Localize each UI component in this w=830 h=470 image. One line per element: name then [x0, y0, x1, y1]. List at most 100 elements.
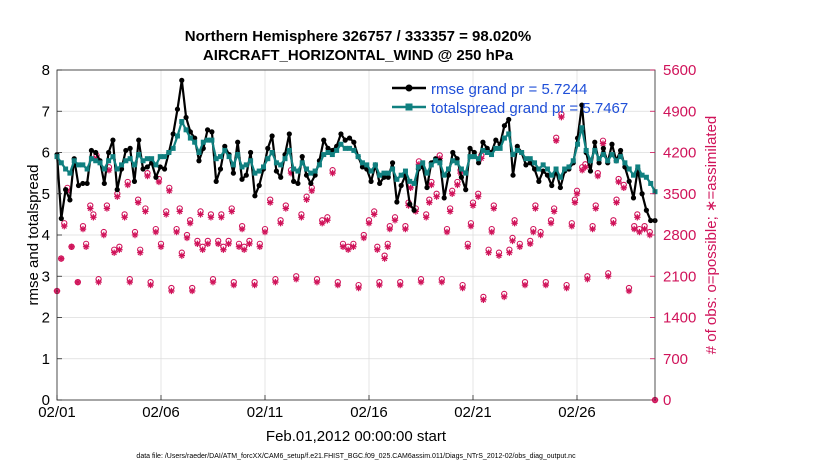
- obs-assimilated-marker: [530, 228, 537, 236]
- spread-series-point: [493, 145, 499, 151]
- obs-assimilated-marker: [90, 214, 97, 221]
- rmse-series-point: [342, 137, 348, 143]
- y-right-tick-label: 700: [663, 351, 688, 368]
- spread-series-point: [174, 133, 180, 139]
- rmse-series-point: [67, 197, 73, 203]
- obs-assimilated-marker: [527, 240, 534, 248]
- rmse-series-point: [381, 174, 387, 180]
- obs-assimilated-marker: [235, 243, 243, 250]
- legend: rmse grand pr = 5.7244 totalspread grand…: [392, 81, 628, 117]
- rmse-series-point: [411, 207, 417, 213]
- spread-series-point: [420, 160, 426, 166]
- spread-series-point: [398, 172, 404, 178]
- spread-series-point: [342, 145, 348, 151]
- spread-series-point: [144, 156, 150, 162]
- spread-series-point: [295, 168, 301, 174]
- spread-series-point: [235, 152, 241, 158]
- rmse-series-point: [131, 178, 138, 184]
- obs-assimilated-marker: [68, 243, 75, 250]
- legend-label-spread: totalspread grand pr = 5.7467: [431, 100, 628, 117]
- rmse-series-point: [346, 135, 353, 141]
- rmse-series-point: [450, 149, 456, 156]
- rmse-series-point: [510, 172, 516, 178]
- rmse-series-point: [476, 160, 482, 166]
- obs-assimilated-marker: [542, 281, 549, 289]
- spread-series-point: [282, 156, 288, 162]
- spread-series-point: [179, 119, 185, 125]
- rmse-series-point: [385, 174, 391, 180]
- rmse-series-point: [609, 141, 615, 147]
- spread-series-point: [71, 158, 77, 164]
- obs-assimilated-marker: [605, 273, 612, 280]
- rmse-series-point: [544, 172, 551, 178]
- rmse-series-point: [144, 164, 150, 170]
- y-right-tick-label: 1400: [663, 310, 696, 327]
- obs-assimilated-marker: [345, 246, 352, 253]
- y-right-tick-label: 3500: [663, 186, 696, 203]
- spread-series-point: [484, 150, 490, 155]
- obs-assimilated-marker: [261, 228, 269, 236]
- obs-assimilated-marker: [339, 243, 347, 250]
- spread-series-point: [402, 168, 408, 174]
- spread-series-point: [278, 162, 284, 168]
- obs-assimilated-marker: [516, 243, 523, 250]
- rmse-series-point: [303, 172, 310, 178]
- spread-series-point: [80, 162, 86, 168]
- obs-assimilated-marker: [381, 255, 388, 262]
- rmse-series-point: [93, 149, 99, 156]
- obs-assimilated-marker: [446, 208, 454, 215]
- rmse-series-point: [114, 187, 120, 193]
- y-left-tick-label: 3: [42, 268, 50, 285]
- spread-series-point: [394, 176, 400, 182]
- spread-series-point: [114, 166, 120, 172]
- x-tick-label: 02/06: [142, 404, 180, 421]
- obs-assimilated-marker: [537, 231, 544, 239]
- spread-series-point: [527, 156, 533, 162]
- obs-assimilated-marker: [634, 214, 641, 221]
- rmse-series-point: [394, 199, 400, 205]
- spread-series-point: [162, 154, 168, 160]
- legend-item-rmse: rmse grand pr = 5.7244: [392, 81, 587, 98]
- obs-assimilated-marker: [116, 246, 123, 253]
- y-axis-right-ticks: 0 700 1400 2100 2800 3500 4200 4900 5600: [650, 62, 696, 409]
- spread-series-point: [613, 158, 619, 164]
- spread-series-point: [226, 154, 232, 160]
- spread-series-point: [372, 162, 378, 168]
- spread-series-point: [514, 147, 520, 153]
- spread-series-point: [458, 166, 464, 172]
- obs-assimilated-marker: [189, 287, 196, 295]
- obs-assimilated-marker: [384, 243, 391, 250]
- spread-series-point: [325, 150, 331, 155]
- spread-series-point: [84, 166, 90, 172]
- spread-series-point: [377, 172, 383, 178]
- rmse-series-point: [329, 147, 335, 154]
- obs-assimilated-marker: [225, 240, 232, 248]
- spread-series-point: [213, 156, 219, 162]
- rmse-series-point: [140, 166, 146, 172]
- obs-assimilated-marker: [287, 169, 295, 177]
- obs-assimilated-marker: [303, 196, 310, 203]
- obs-assimilated-marker: [360, 234, 367, 242]
- spread-series-point: [501, 135, 507, 141]
- rmse-series-point: [312, 172, 318, 178]
- spread-series-point: [93, 158, 99, 164]
- spread-series-point: [506, 131, 512, 137]
- y-axis-left-ticks: 0 1 2 3 4 5 6 7 8: [42, 62, 62, 409]
- spread-series-point: [222, 147, 228, 153]
- spread-series-point: [411, 180, 417, 186]
- x-axis-label: Feb.01,2012 00:00:00 start: [266, 428, 447, 445]
- obs-assimilated-marker: [168, 287, 175, 295]
- spread-series-point: [273, 160, 279, 166]
- spread-series-point: [407, 178, 413, 184]
- spread-series-point: [355, 154, 361, 160]
- obs-assimilated-marker: [391, 217, 399, 224]
- y-right-tick-label: 2800: [663, 227, 696, 244]
- spread-series-point: [635, 164, 641, 170]
- obs-assimilated-marker: [313, 278, 321, 286]
- spread-series-point: [183, 127, 189, 133]
- spread-series-point: [381, 170, 387, 176]
- spread-series-point: [192, 139, 198, 145]
- rmse-series-point: [118, 166, 125, 172]
- rmse-series-point: [235, 139, 241, 145]
- obs-assimilated-marker: [166, 187, 173, 195]
